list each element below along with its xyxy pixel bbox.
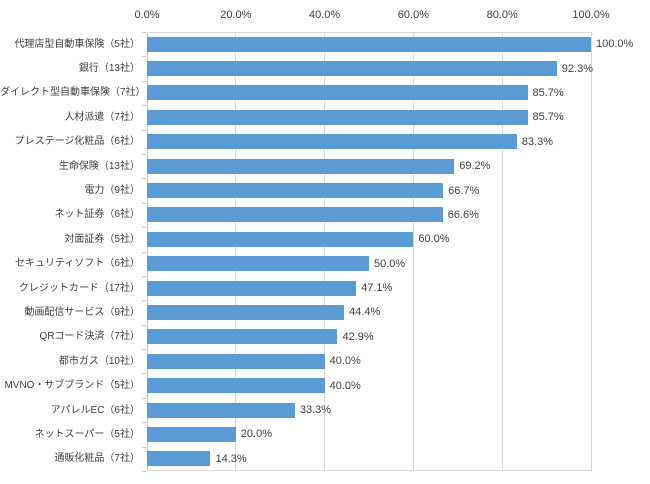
category-label: MVNO・サブブランド（5社）	[4, 380, 140, 392]
axis-tick	[142, 446, 146, 448]
bar	[147, 183, 444, 199]
axis-tick	[142, 300, 146, 302]
axis-tick	[142, 373, 146, 375]
gridline	[590, 32, 592, 471]
bar	[147, 256, 369, 272]
axis-tick	[142, 129, 146, 131]
data-label: 47.1%	[361, 282, 393, 295]
plot-bottom-border	[147, 470, 591, 471]
data-label: 44.4%	[349, 306, 381, 319]
value-axis-label: 80.0%	[486, 9, 518, 21]
data-label: 92.3%	[561, 62, 593, 75]
category-label: アパレルEC（6社）	[50, 404, 140, 416]
category-label: ダイレクト型自動車保険（7社）	[0, 87, 146, 99]
axis-tick	[142, 105, 146, 107]
value-axis-label: 40.0%	[308, 9, 341, 21]
bar	[147, 426, 236, 442]
category-label: セキュリティソフト（6社）	[15, 258, 140, 270]
data-label: 66.6%	[447, 208, 479, 221]
gridline	[324, 32, 326, 471]
category-label: 代理店型自動車保険（5社）	[14, 38, 140, 50]
category-label: 銀行（13社）	[78, 63, 140, 75]
bar	[147, 451, 211, 467]
axis-tick	[142, 178, 146, 180]
axis-tick	[142, 422, 146, 424]
category-label: QRコード決済（7社）	[39, 331, 140, 343]
data-label: 69.2%	[459, 160, 491, 173]
axis-tick	[142, 397, 146, 399]
bar	[147, 61, 557, 77]
data-label: 85.7%	[532, 86, 564, 99]
bar	[147, 134, 517, 150]
category-axis-line	[146, 32, 148, 471]
bar	[147, 36, 591, 52]
bar	[147, 109, 528, 125]
data-label: 50.0%	[374, 257, 406, 270]
category-label: 対面証券（5社）	[64, 233, 140, 245]
axis-tick	[142, 80, 146, 82]
category-label: 電力（9社）	[84, 185, 140, 197]
axis-tick	[142, 349, 146, 351]
bar	[147, 280, 357, 296]
axis-tick	[142, 227, 146, 229]
bar	[147, 402, 295, 418]
bar	[147, 231, 414, 247]
value-axis-label: 0.0%	[134, 9, 160, 21]
axis-tick	[142, 471, 146, 472]
category-label: ネットスーパー（5社）	[34, 428, 140, 440]
value-axis-label: 60.0%	[397, 9, 429, 21]
data-label: 83.3%	[521, 135, 554, 148]
bar	[147, 329, 338, 345]
value-axis-label: 20.0%	[220, 9, 252, 21]
bar	[147, 158, 455, 174]
axis-tick	[142, 251, 146, 253]
axis-tick	[142, 153, 146, 155]
gridline	[235, 32, 237, 471]
data-label: 40.0%	[329, 355, 361, 368]
category-label: ネット証券（6社）	[54, 209, 140, 221]
gridline	[501, 32, 503, 471]
data-label: 100.0%	[596, 38, 634, 51]
gridline	[412, 32, 414, 471]
category-label: クレジットカード（17社）	[18, 282, 140, 294]
axis-tick	[142, 56, 146, 58]
category-label: 動画配信サービス（9社）	[24, 306, 140, 318]
axis-tick	[142, 32, 146, 33]
plot-top-border	[147, 32, 591, 33]
data-label: 66.7%	[448, 184, 480, 197]
data-label: 14.3%	[215, 452, 247, 465]
axis-tick	[142, 324, 146, 326]
bar	[147, 207, 443, 223]
data-label: 40.0%	[329, 379, 361, 392]
data-label: 20.0%	[240, 428, 272, 441]
category-label: 生命保険（13社）	[58, 160, 140, 172]
bar	[147, 378, 325, 394]
data-label: 42.9%	[342, 330, 374, 343]
data-label: 85.7%	[532, 111, 564, 124]
category-label: 人材派遣（7社）	[64, 111, 140, 123]
bar	[147, 304, 345, 320]
axis-tick	[142, 275, 146, 277]
bar	[147, 353, 325, 369]
data-label: 60.0%	[418, 233, 450, 246]
category-label: 都市ガス（10社）	[58, 355, 140, 367]
data-label: 33.3%	[299, 404, 332, 417]
value-axis-label: 100.0%	[572, 9, 610, 21]
axis-tick	[142, 202, 146, 204]
category-label: プレステージ化粧品（6社）	[14, 136, 140, 148]
bar	[147, 85, 528, 101]
category-label: 通販化粧品（7社）	[54, 453, 140, 465]
